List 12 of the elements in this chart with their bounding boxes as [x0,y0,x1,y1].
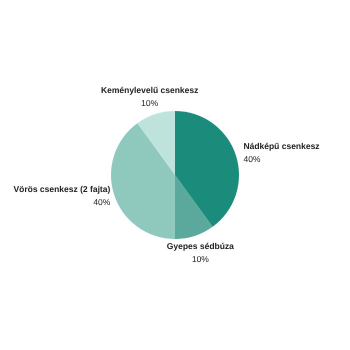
slice-label: Gyepes sédbúza [166,240,234,251]
data-label: 10% [141,98,159,108]
pie-slice [175,175,213,239]
pie-slice [175,111,239,227]
slice-label: Nádképű csenkesz [243,140,320,151]
data-label: 40% [93,197,111,208]
pie-slice [111,123,175,239]
slice-label: Keménylevelű csenkesz [100,85,198,96]
slice-label: Vörös csenkesz (2 fajta) [13,184,110,194]
data-label: 10% [192,254,210,264]
pie-slice [137,111,175,175]
data-label: 40% [243,154,261,164]
